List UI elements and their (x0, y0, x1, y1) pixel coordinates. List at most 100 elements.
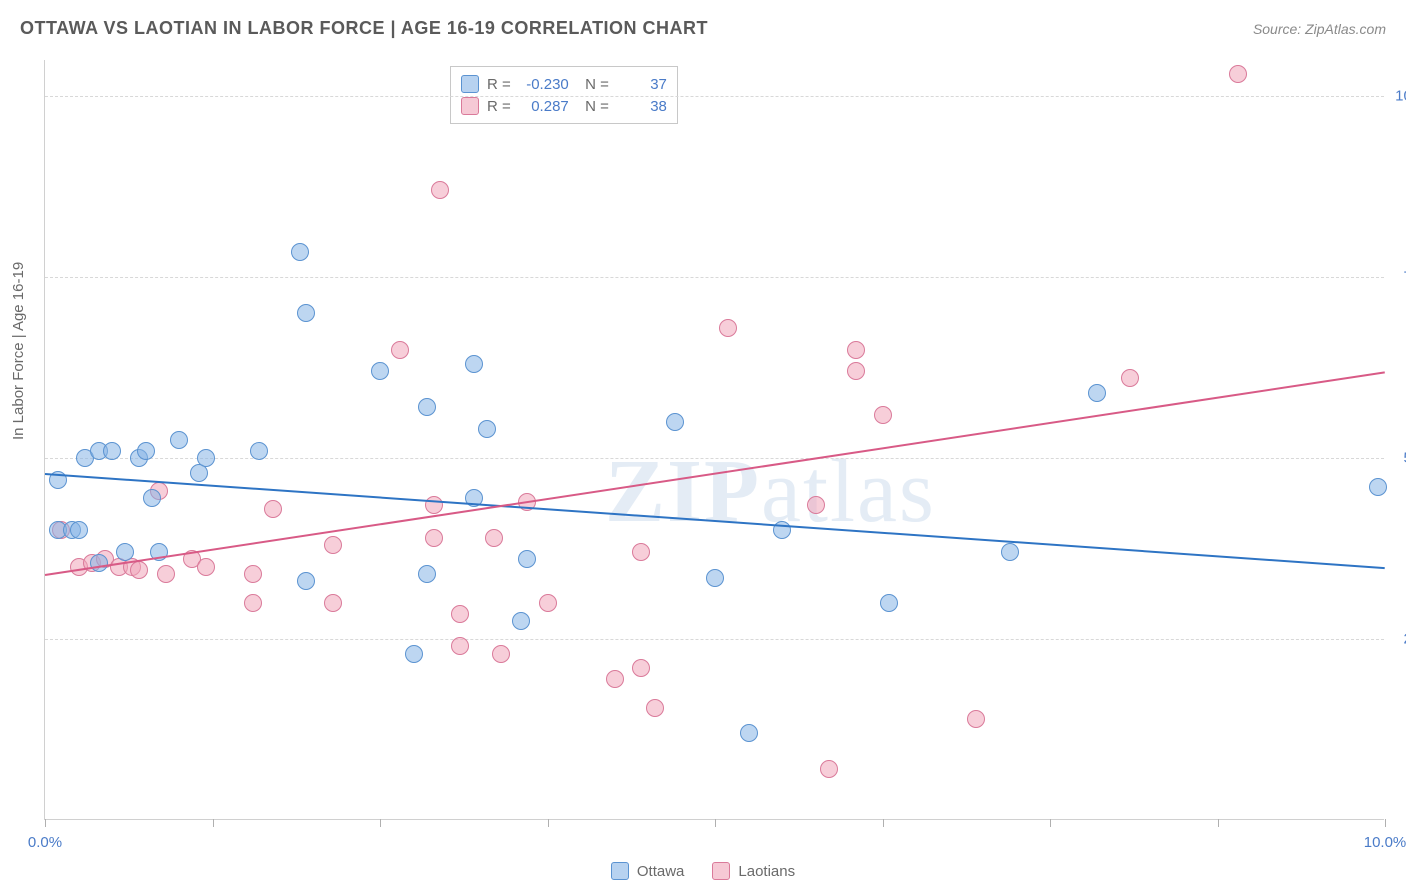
chart-header: OTTAWA VS LAOTIAN IN LABOR FORCE | AGE 1… (20, 18, 1386, 39)
ytick-label: 50.0% (1391, 450, 1406, 467)
data-point (405, 645, 423, 663)
legend-bottom: Ottawa Laotians (0, 862, 1406, 880)
data-point (646, 699, 664, 717)
xtick (213, 819, 214, 827)
xtick-label: 10.0% (1364, 834, 1406, 851)
data-point (324, 536, 342, 554)
data-point (264, 500, 282, 518)
legend-item-laotians: Laotians (712, 862, 795, 880)
n-value-pink: 38 (617, 98, 667, 115)
data-point (1121, 369, 1139, 387)
n-label: N = (577, 76, 609, 93)
data-point (170, 431, 188, 449)
xtick (548, 819, 549, 827)
gridline (45, 96, 1384, 97)
data-point (116, 543, 134, 561)
xtick (883, 819, 884, 827)
data-point (418, 565, 436, 583)
xtick (1385, 819, 1386, 827)
n-value-blue: 37 (617, 76, 667, 93)
data-point (297, 304, 315, 322)
data-point (244, 594, 262, 612)
ytick-label: 75.0% (1391, 269, 1406, 286)
data-point (103, 442, 121, 460)
data-point (847, 362, 865, 380)
data-point (485, 529, 503, 547)
y-axis-label: In Labor Force | Age 16-19 (10, 262, 27, 440)
correlation-stats-box: R = -0.230 N = 37 R = 0.287 N = 38 (450, 66, 678, 124)
data-point (1369, 478, 1387, 496)
data-point (478, 420, 496, 438)
data-point (425, 496, 443, 514)
data-point (197, 449, 215, 467)
data-point (324, 594, 342, 612)
data-point (244, 565, 262, 583)
gridline (45, 277, 1384, 278)
data-point (451, 605, 469, 623)
data-point (1088, 384, 1106, 402)
data-point (539, 594, 557, 612)
swatch-blue-icon (461, 75, 479, 93)
data-point (719, 319, 737, 337)
gridline (45, 639, 1384, 640)
xtick (1050, 819, 1051, 827)
source-label: Source: ZipAtlas.com (1253, 21, 1386, 37)
data-point (820, 760, 838, 778)
data-point (418, 398, 436, 416)
stats-row-laotians: R = 0.287 N = 38 (461, 95, 667, 117)
data-point (632, 543, 650, 561)
data-point (632, 659, 650, 677)
data-point (518, 550, 536, 568)
data-point (70, 521, 88, 539)
data-point (451, 637, 469, 655)
swatch-pink-icon (461, 97, 479, 115)
xtick (715, 819, 716, 827)
xtick (380, 819, 381, 827)
data-point (130, 561, 148, 579)
data-point (297, 572, 315, 590)
data-point (606, 670, 624, 688)
chart-plot-area: ZIPatlas R = -0.230 N = 37 R = 0.287 N =… (44, 60, 1384, 820)
data-point (967, 710, 985, 728)
legend-label: Laotians (738, 863, 795, 880)
legend-item-ottawa: Ottawa (611, 862, 685, 880)
gridline (45, 458, 1384, 459)
data-point (197, 558, 215, 576)
data-point (291, 243, 309, 261)
data-point (371, 362, 389, 380)
data-point (465, 355, 483, 373)
ytick-label: 100.0% (1391, 88, 1406, 105)
data-point (666, 413, 684, 431)
data-point (157, 565, 175, 583)
data-point (391, 341, 409, 359)
legend-label: Ottawa (637, 863, 685, 880)
r-value-pink: 0.287 (519, 98, 569, 115)
data-point (1001, 543, 1019, 561)
n-label: N = (577, 98, 609, 115)
data-point (847, 341, 865, 359)
xtick (1218, 819, 1219, 827)
data-point (807, 496, 825, 514)
data-point (706, 569, 724, 587)
data-point (137, 442, 155, 460)
stats-row-ottawa: R = -0.230 N = 37 (461, 73, 667, 95)
watermark: ZIPatlas (605, 440, 936, 543)
data-point (740, 724, 758, 742)
trend-line (45, 371, 1385, 576)
data-point (874, 406, 892, 424)
trend-line (45, 473, 1385, 569)
data-point (431, 181, 449, 199)
xtick-label: 0.0% (28, 834, 62, 851)
swatch-pink-icon (712, 862, 730, 880)
r-value-blue: -0.230 (519, 76, 569, 93)
data-point (1229, 65, 1247, 83)
data-point (492, 645, 510, 663)
swatch-blue-icon (611, 862, 629, 880)
data-point (90, 554, 108, 572)
data-point (425, 529, 443, 547)
r-label: R = (487, 98, 511, 115)
data-point (143, 489, 161, 507)
data-point (250, 442, 268, 460)
data-point (880, 594, 898, 612)
data-point (512, 612, 530, 630)
